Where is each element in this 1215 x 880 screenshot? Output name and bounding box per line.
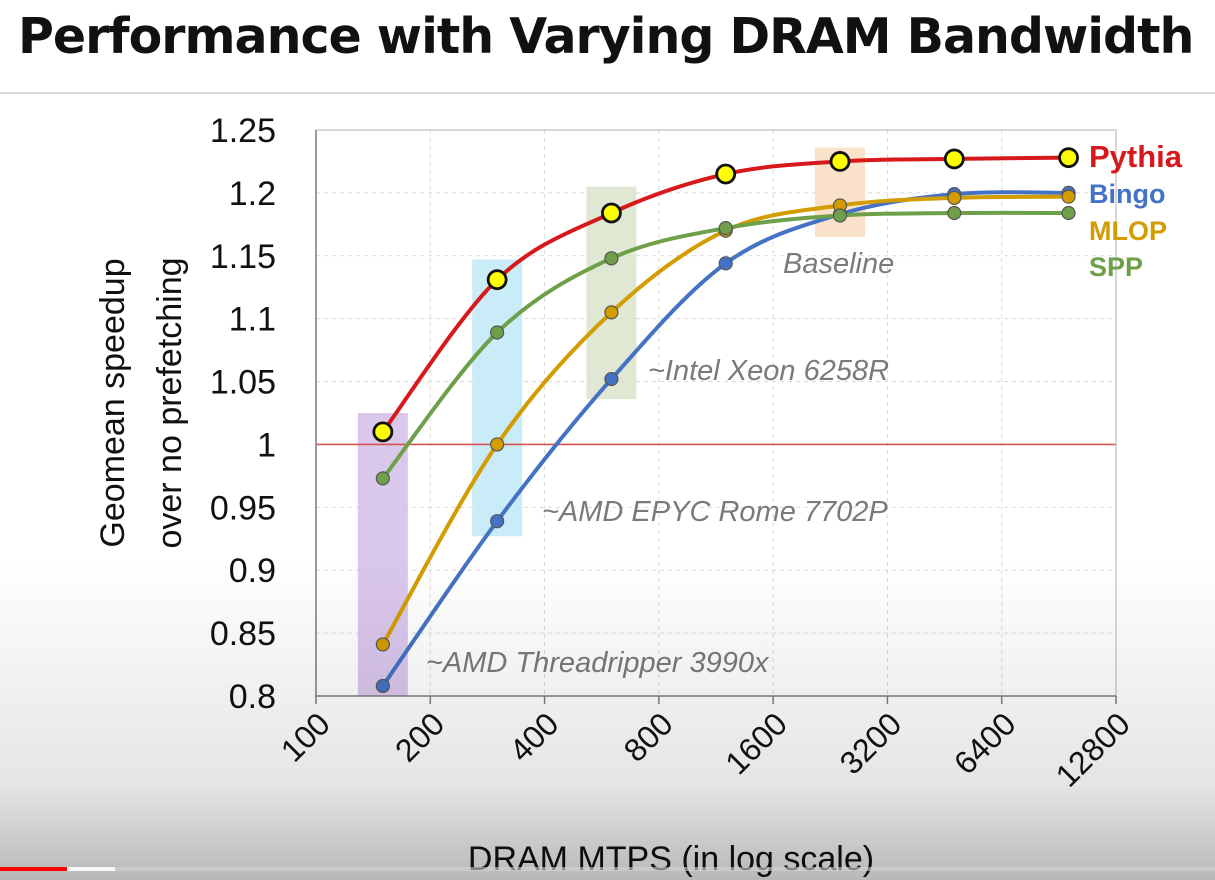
y-tick-label: 0.85 bbox=[210, 615, 276, 653]
data-point-pythia bbox=[943, 148, 965, 170]
data-point-pythia bbox=[829, 151, 851, 172]
x-tick-label: 3200 bbox=[833, 705, 909, 781]
data-point-spp bbox=[375, 471, 390, 486]
slide-title: Performance with Varying DRAM Bandwidth bbox=[18, 8, 1194, 65]
x-tick-label: 6400 bbox=[947, 705, 1023, 781]
x-tick-label: 200 bbox=[388, 705, 451, 768]
y-tick-label: 1.1 bbox=[229, 301, 276, 339]
y-tick-label: 0.8 bbox=[229, 678, 276, 716]
y-tick-label: 1.25 bbox=[210, 112, 276, 150]
x-tick-label: 100 bbox=[274, 705, 337, 768]
highlight-label: ~AMD Threadripper 3990x bbox=[426, 647, 770, 679]
legend-label-mlop: MLOP bbox=[1089, 216, 1167, 246]
data-point-spp bbox=[832, 208, 848, 223]
data-point-spp bbox=[490, 325, 505, 340]
y-axis-title: Geomean speedup bbox=[94, 258, 132, 547]
video-buffer-bar bbox=[66, 867, 116, 871]
data-point-mlop bbox=[1061, 189, 1076, 204]
y-tick-label: 1.15 bbox=[210, 238, 276, 276]
data-point-pythia bbox=[486, 269, 508, 291]
data-point-bingo bbox=[604, 371, 619, 387]
legend-label-pythia: Pythia bbox=[1089, 139, 1183, 174]
legend-label-spp: SPP bbox=[1089, 252, 1143, 282]
data-point-spp bbox=[718, 221, 733, 236]
data-point-mlop bbox=[947, 190, 962, 206]
x-tick-label: 12800 bbox=[1049, 705, 1137, 793]
highlight-label: ~Intel Xeon 6258R bbox=[648, 355, 889, 387]
data-point-pythia bbox=[372, 421, 394, 443]
data-point-pythia bbox=[601, 202, 622, 224]
legend-label-bingo: Bingo bbox=[1089, 179, 1165, 209]
data-point-pythia bbox=[715, 163, 737, 185]
y-tick-label: 0.9 bbox=[229, 552, 276, 590]
data-point-bingo bbox=[718, 256, 733, 271]
data-point-bingo bbox=[375, 678, 390, 694]
y-axis-title: over no prefetching bbox=[151, 257, 189, 548]
x-axis-title: DRAM MTPS (in log scale) bbox=[468, 840, 874, 878]
data-point-bingo bbox=[490, 514, 505, 529]
highlight-label: Baseline bbox=[783, 248, 894, 280]
data-point-spp bbox=[947, 205, 962, 221]
y-tick-label: 1.2 bbox=[229, 175, 276, 213]
x-tick-label: 1600 bbox=[718, 705, 794, 781]
highlight-band bbox=[472, 259, 523, 537]
x-tick-label: 800 bbox=[617, 705, 680, 768]
x-tick-label: 400 bbox=[502, 705, 565, 768]
y-tick-label: 1 bbox=[257, 426, 276, 464]
highlight-label: ~AMD EPYC Rome 7702P bbox=[542, 496, 888, 528]
data-point-spp bbox=[1061, 205, 1076, 221]
y-tick-label: 1.05 bbox=[210, 364, 276, 402]
data-point-mlop bbox=[490, 437, 505, 452]
data-point-mlop bbox=[604, 305, 619, 320]
y-tick-label: 0.95 bbox=[210, 489, 276, 527]
data-point-pythia bbox=[1058, 147, 1079, 169]
data-point-spp bbox=[604, 251, 619, 266]
video-progress-fill[interactable] bbox=[0, 867, 67, 871]
plot-area bbox=[316, 130, 1116, 696]
data-point-mlop bbox=[375, 637, 390, 652]
video-progress-bar[interactable] bbox=[0, 867, 1215, 871]
slide-title-bar: Performance with Varying DRAM Bandwidth bbox=[0, 0, 1215, 94]
